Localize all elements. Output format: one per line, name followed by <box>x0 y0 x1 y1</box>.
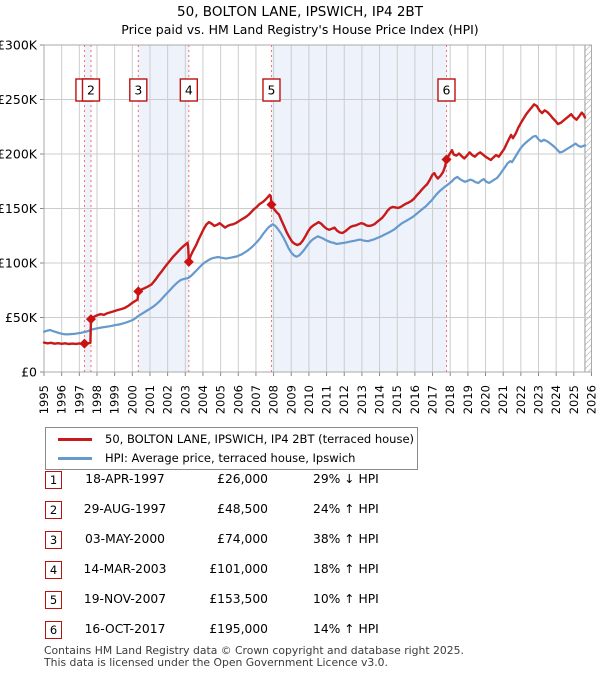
sale-hpi-delta: 14% ↑ HPI <box>313 622 379 636</box>
page-subtitle: Price paid vs. HM Land Registry's House … <box>121 22 479 37</box>
svg-text:1997: 1997 <box>72 385 86 414</box>
svg-text:2003: 2003 <box>178 385 192 414</box>
svg-text:2008: 2008 <box>267 385 281 414</box>
svg-text:2016: 2016 <box>408 385 422 414</box>
sale-price: £26,000 <box>217 472 268 486</box>
svg-text:2012: 2012 <box>337 385 351 414</box>
svg-text:4: 4 <box>185 83 193 98</box>
sale-number-badge: 4 <box>45 561 62 579</box>
legend-label: 50, BOLTON LANE, IPSWICH, IP4 2BT (terra… <box>105 432 415 446</box>
svg-text:2005: 2005 <box>214 385 228 414</box>
sale-hpi-delta: 29% ↓ HPI <box>313 472 379 486</box>
svg-text:2006: 2006 <box>231 385 245 414</box>
table-row-sale-3: 3 03-MAY-2000 £74,000 38% ↑ HPI <box>0 531 600 551</box>
svg-text:2013: 2013 <box>355 385 369 414</box>
svg-text:3: 3 <box>134 83 142 98</box>
svg-text:2004: 2004 <box>196 385 210 414</box>
svg-text:2001: 2001 <box>143 385 157 414</box>
sale-date: 18-APR-1997 <box>85 472 165 486</box>
svg-text:2: 2 <box>87 83 95 98</box>
property-line-swatch <box>58 437 92 441</box>
sale-hpi-delta: 38% ↑ HPI <box>313 532 379 546</box>
table-row-sale-5: 5 19-NOV-2007 £153,500 10% ↑ HPI <box>0 591 600 611</box>
svg-text:£200K: £200K <box>0 147 38 162</box>
footer-line-2: This data is licensed under the Open Gov… <box>44 655 388 669</box>
sale-number-badge: 5 <box>45 591 62 609</box>
chart-legend: 50, BOLTON LANE, IPSWICH, IP4 2BT (terra… <box>45 427 418 470</box>
svg-text:2009: 2009 <box>284 385 298 414</box>
svg-text:£50K: £50K <box>5 310 38 325</box>
svg-text:2021: 2021 <box>496 385 510 414</box>
sale-hpi-delta: 18% ↑ HPI <box>313 562 379 576</box>
sale-number-badge: 2 <box>45 501 62 519</box>
sale-date: 03-MAY-2000 <box>85 532 165 546</box>
sale-price: £153,500 <box>209 592 268 606</box>
svg-text:1999: 1999 <box>108 385 122 414</box>
svg-text:2007: 2007 <box>249 385 263 414</box>
svg-text:2018: 2018 <box>443 385 457 414</box>
page-title: 50, BOLTON LANE, IPSWICH, IP4 2BT <box>177 4 423 20</box>
sale-hpi-delta: 24% ↑ HPI <box>313 502 379 516</box>
svg-text:2015: 2015 <box>390 385 404 414</box>
sale-date: 19-NOV-2007 <box>83 592 167 606</box>
svg-text:2017: 2017 <box>426 385 440 414</box>
svg-text:£0: £0 <box>21 365 37 380</box>
svg-text:1995: 1995 <box>37 385 51 414</box>
svg-text:2011: 2011 <box>320 385 334 414</box>
table-row-sale-1: 1 18-APR-1997 £26,000 29% ↓ HPI <box>0 471 600 491</box>
table-row-sale-4: 4 14-MAR-2003 £101,000 18% ↑ HPI <box>0 561 600 581</box>
svg-text:2010: 2010 <box>302 385 316 414</box>
svg-text:£250K: £250K <box>0 92 38 107</box>
price-history-chart: 1995 1996 1997 1998 1999 2000 2001 2002 2003 2004… <box>0 38 599 415</box>
hpi-line-swatch <box>58 456 92 460</box>
svg-text:£100K: £100K <box>0 256 38 271</box>
svg-text:2019: 2019 <box>461 385 475 414</box>
legend-item-property: 50, BOLTON LANE, IPSWICH, IP4 2BT (terra… <box>46 431 417 447</box>
license-footer: Contains HM Land Registry data © Crown c… <box>44 645 464 668</box>
svg-text:2002: 2002 <box>161 385 175 414</box>
sale-number-badge: 6 <box>45 621 62 639</box>
svg-text:2020: 2020 <box>479 385 493 414</box>
sale-price: £101,000 <box>209 562 268 576</box>
svg-text:6: 6 <box>443 83 451 98</box>
sale-date: 16-OCT-2017 <box>84 622 166 636</box>
svg-text:£300K: £300K <box>0 38 38 53</box>
svg-text:2025: 2025 <box>567 385 581 414</box>
svg-text:5: 5 <box>268 83 276 98</box>
sale-number-badge: 1 <box>45 471 62 489</box>
sale-date: 29-AUG-1997 <box>83 502 167 516</box>
svg-text:1998: 1998 <box>90 385 104 414</box>
sale-date: 14-MAR-2003 <box>83 562 167 576</box>
svg-text:2022: 2022 <box>514 385 528 414</box>
svg-text:1996: 1996 <box>55 385 69 414</box>
sale-price: £195,000 <box>209 622 268 636</box>
footer-line-1: Contains HM Land Registry data © Crown c… <box>44 644 464 657</box>
table-row-sale-2: 2 29-AUG-1997 £48,500 24% ↑ HPI <box>0 501 600 521</box>
sale-price: £74,000 <box>217 532 268 546</box>
svg-text:£150K: £150K <box>0 201 38 216</box>
svg-text:2014: 2014 <box>373 385 387 414</box>
sale-number-badge: 3 <box>45 531 62 549</box>
sale-price: £48,500 <box>217 502 268 516</box>
svg-text:2024: 2024 <box>549 385 563 414</box>
svg-text:2000: 2000 <box>125 385 139 414</box>
svg-text:2023: 2023 <box>532 385 546 414</box>
sale-hpi-delta: 10% ↑ HPI <box>313 592 379 606</box>
svg-text:2026: 2026 <box>585 385 599 414</box>
legend-label: HPI: Average price, terraced house, Ipsw… <box>105 451 356 465</box>
legend-item-hpi: HPI: Average price, terraced house, Ipsw… <box>46 450 417 466</box>
table-row-sale-6: 6 16-OCT-2017 £195,000 14% ↑ HPI <box>0 621 600 641</box>
